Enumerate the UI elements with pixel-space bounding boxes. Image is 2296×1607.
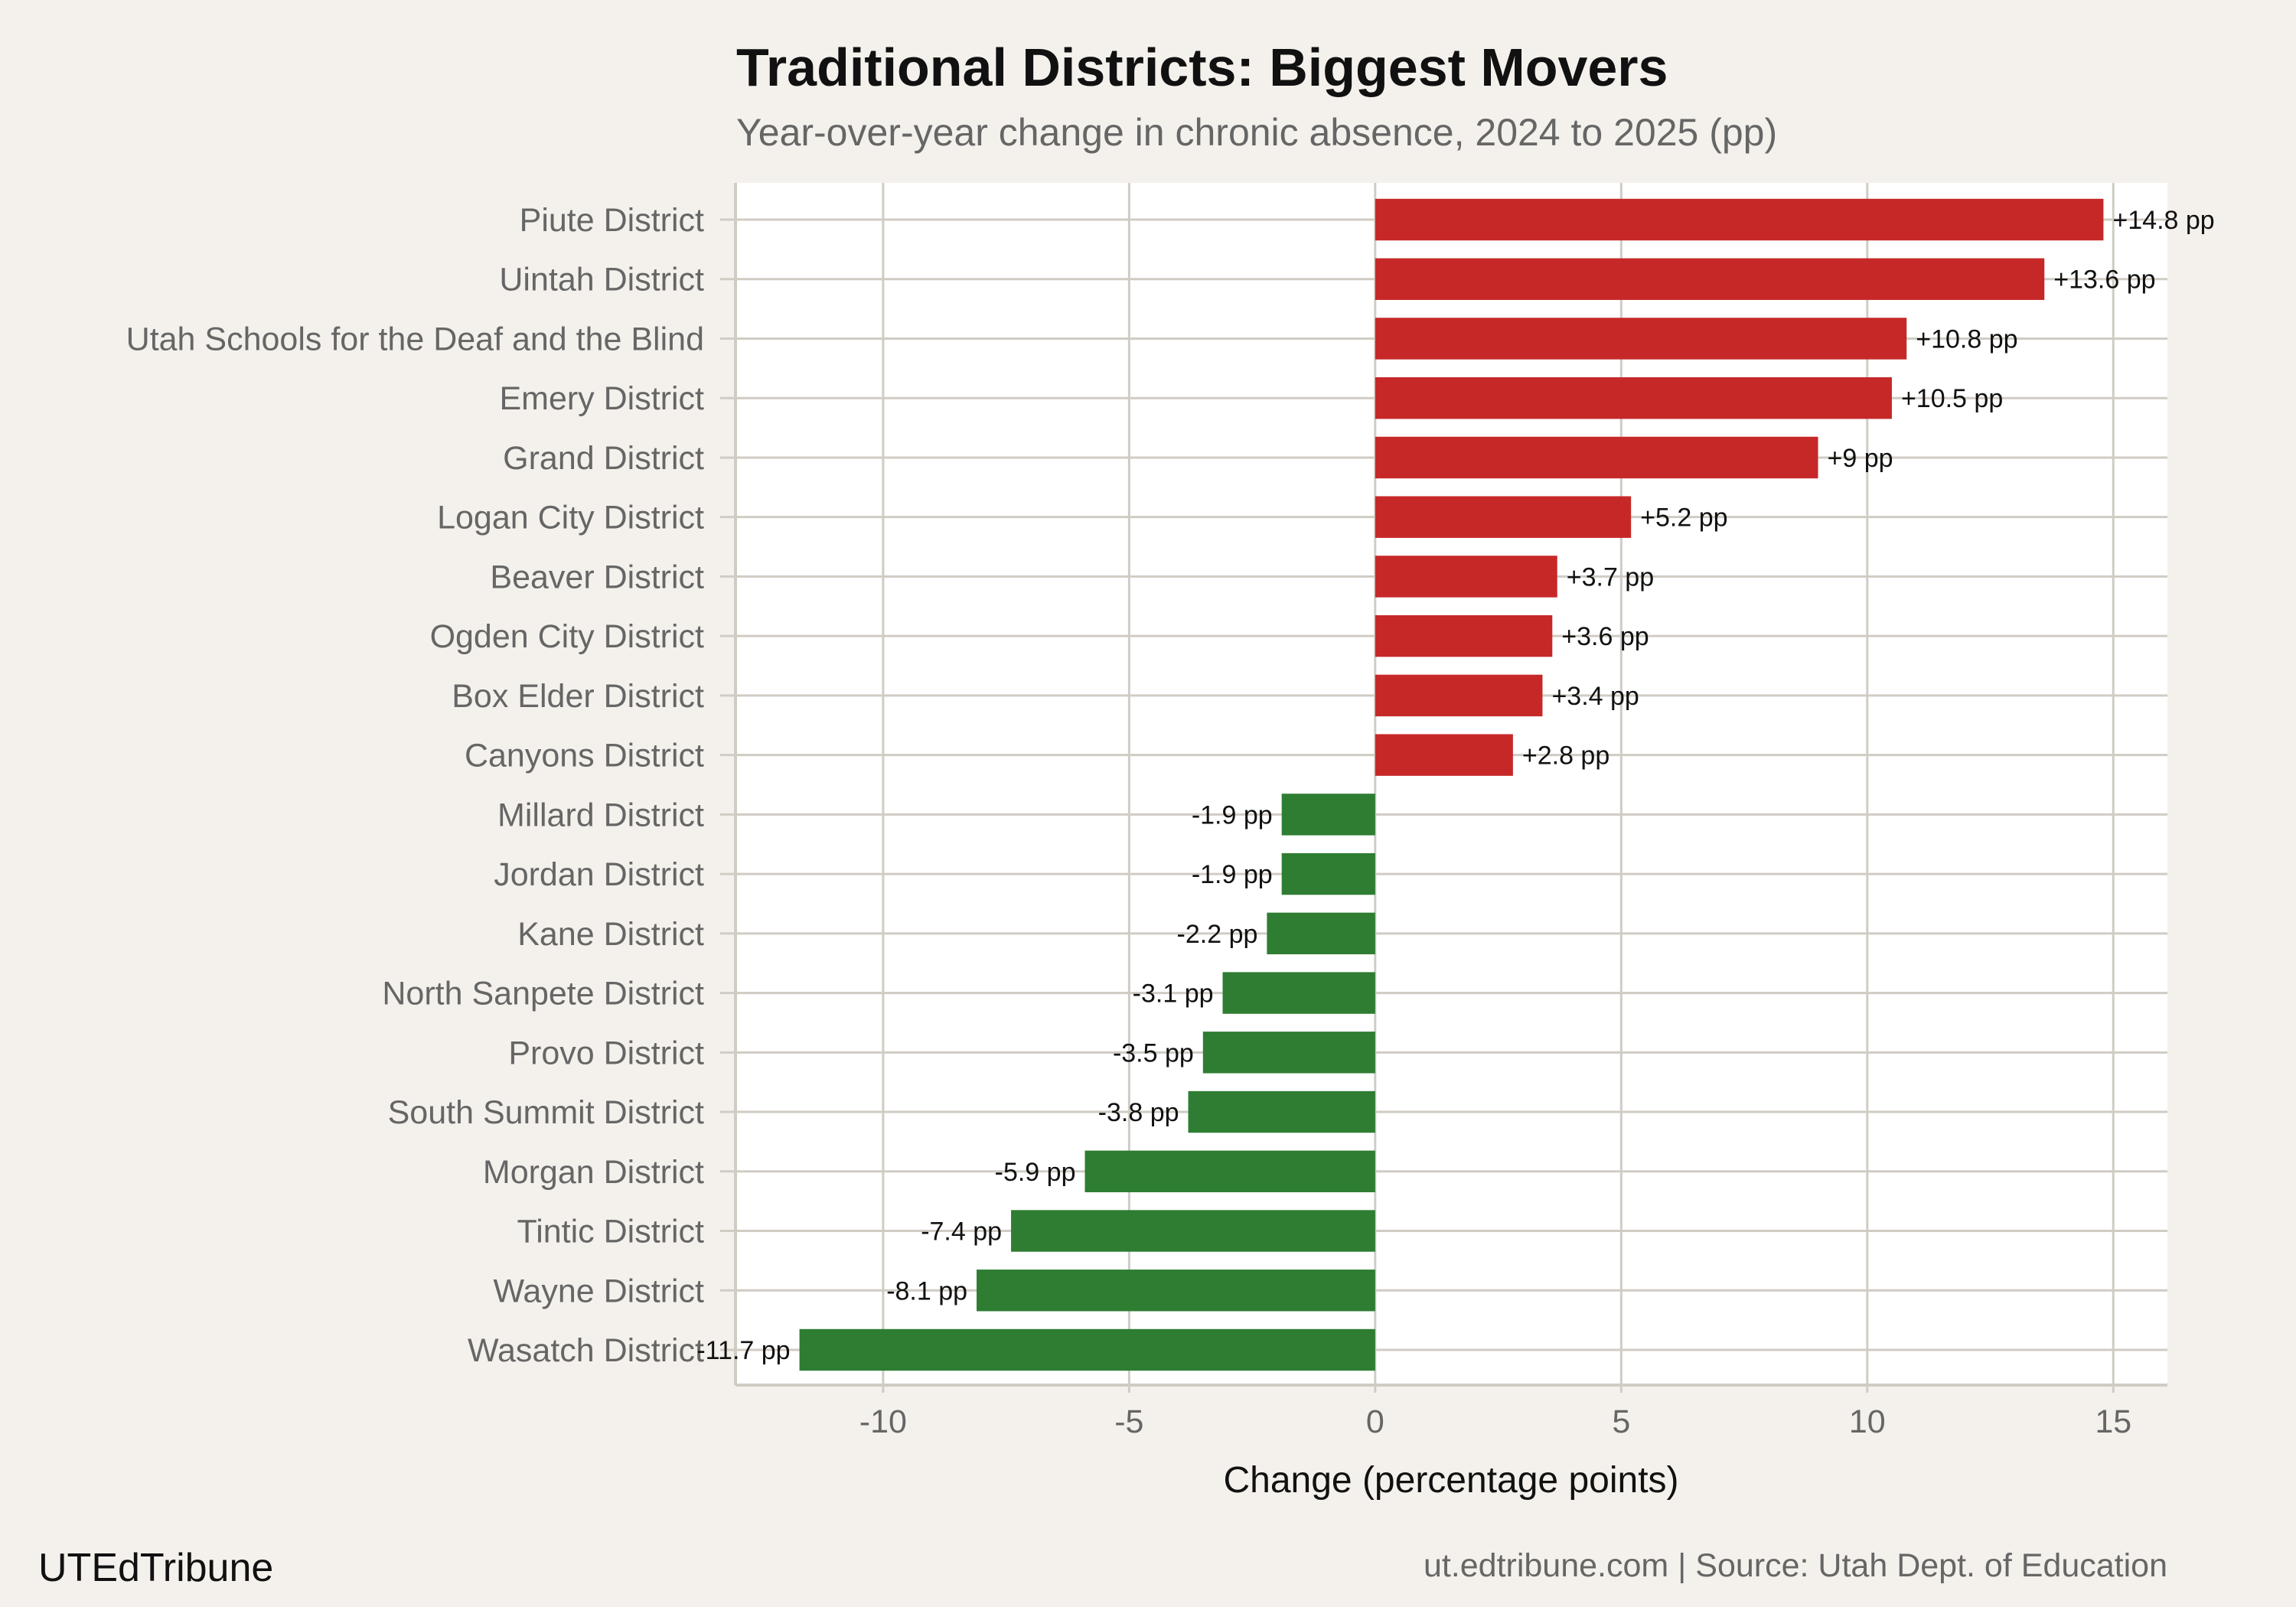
data-label: +9 pp <box>1828 444 1893 473</box>
bar <box>1375 496 1632 538</box>
chart-title: Traditional Districts: Biggest Movers <box>736 37 1668 97</box>
x-ticks: -10 -5 0 5 10 15 <box>859 1403 2131 1440</box>
data-label: -1.9 pp <box>1192 860 1273 889</box>
data-label: -11.7 pp <box>696 1336 790 1365</box>
data-label: +13.6 pp <box>2053 266 2155 295</box>
x-tick-label: -5 <box>1114 1403 1143 1440</box>
bar <box>1375 258 2045 300</box>
bar <box>1375 614 1553 657</box>
bar <box>1375 318 1907 360</box>
x-tick-label: -10 <box>859 1403 907 1440</box>
category-label: Box Elder District <box>452 678 704 715</box>
bar <box>1375 674 1543 717</box>
bar <box>1084 1150 1375 1192</box>
x-tick-label: 15 <box>2095 1403 2131 1440</box>
data-label: +10.8 pp <box>1916 324 2017 354</box>
data-label: -2.2 pp <box>1177 920 1258 949</box>
category-label: Kane District <box>517 916 704 953</box>
x-tick-label: 10 <box>1849 1403 1886 1440</box>
bar <box>1267 912 1375 955</box>
category-label: Logan City District <box>437 500 704 536</box>
category-label: Uintah District <box>499 262 704 298</box>
data-label: -1.9 pp <box>1192 800 1273 830</box>
x-tick-label: 0 <box>1366 1403 1384 1440</box>
category-label: Millard District <box>497 797 704 833</box>
data-label: +14.8 pp <box>2112 206 2214 235</box>
plot-panel <box>735 183 2167 1385</box>
brand-logo: UTEdTribune <box>38 1546 273 1590</box>
category-label: Piute District <box>520 202 704 239</box>
category-label: Grand District <box>503 440 704 477</box>
data-label: -3.8 pp <box>1098 1098 1179 1127</box>
data-label: +3.7 pp <box>1567 562 1654 592</box>
data-label: -3.5 pp <box>1113 1038 1194 1068</box>
category-label: Jordan District <box>494 856 704 893</box>
category-label: Wasatch District <box>468 1332 704 1369</box>
bar <box>1281 852 1375 895</box>
bar <box>1011 1210 1375 1252</box>
data-label: +2.8 pp <box>1522 742 1609 771</box>
bar <box>1375 734 1513 776</box>
bar <box>1375 436 1818 479</box>
x-tick-label: 5 <box>1612 1403 1630 1440</box>
category-label: Wayne District <box>493 1273 704 1309</box>
category-label: Tintic District <box>517 1214 705 1250</box>
category-label: Utah Schools for the Deaf and the Blind <box>126 321 704 357</box>
bar <box>799 1328 1375 1371</box>
category-label: Emery District <box>499 380 704 417</box>
category-label: Morgan District <box>483 1154 704 1191</box>
bar <box>1281 794 1375 836</box>
bar <box>977 1270 1375 1312</box>
category-label: Canyons District <box>465 738 704 774</box>
bars <box>799 198 2104 1371</box>
x-axis-label: Change (percentage points) <box>1223 1460 1678 1501</box>
data-label: -7.4 pp <box>921 1217 1002 1247</box>
data-labels: +14.8 pp +13.6 pp +10.8 pp +10.5 pp +9 pp +5.… <box>696 206 2214 1365</box>
data-label: +10.5 pp <box>1901 384 2003 413</box>
bar <box>1375 198 2104 241</box>
bar <box>1222 972 1375 1014</box>
category-label: Provo District <box>508 1035 704 1071</box>
bar <box>1375 377 1892 419</box>
bar <box>1188 1090 1375 1133</box>
category-labels: Piute District Uintah District Utah School… <box>126 202 704 1369</box>
data-label: +3.4 pp <box>1551 682 1639 711</box>
source-note: ut.edtribune.com | Source: Utah Dept. of… <box>1424 1547 2167 1584</box>
data-label: -5.9 pp <box>995 1158 1076 1187</box>
category-label: Beaver District <box>490 559 704 595</box>
chart-subtitle: Year-over-year change in chronic absence… <box>736 111 1777 154</box>
data-label: +3.6 pp <box>1561 622 1649 651</box>
category-label: Ogden City District <box>430 618 704 655</box>
category-label: South Summit District <box>388 1094 704 1131</box>
data-label: -8.1 pp <box>886 1276 967 1305</box>
bar <box>1375 556 1557 598</box>
bar <box>1202 1032 1375 1074</box>
data-label: -3.1 pp <box>1133 980 1214 1009</box>
category-label: North Sanpete District <box>382 976 704 1012</box>
data-label: +5.2 pp <box>1640 504 1727 533</box>
